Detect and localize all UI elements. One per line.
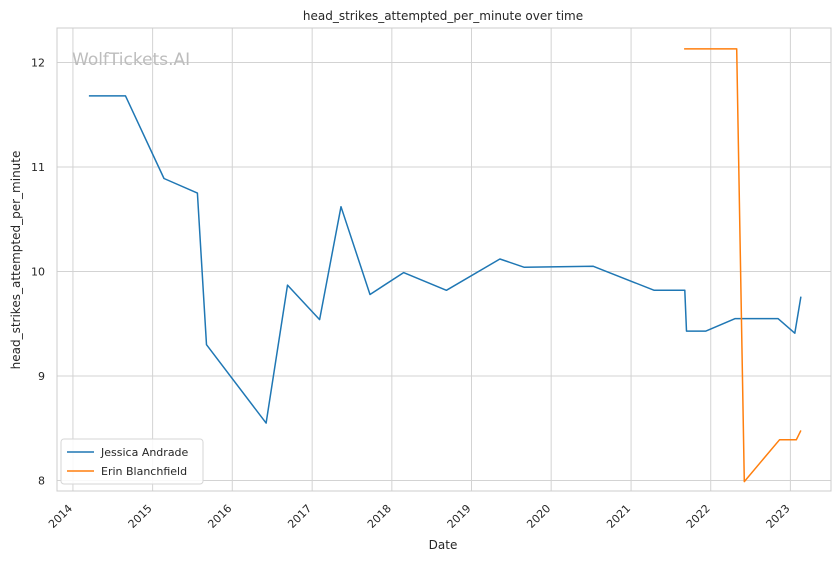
x-axis-label: Date — [429, 538, 458, 552]
y-tick-label: 11 — [31, 161, 45, 174]
legend: Jessica Andrade Erin Blanchfield — [60, 438, 204, 485]
series-lines — [88, 48, 802, 483]
plot-frame — [56, 27, 832, 492]
y-tick-labels: 8 9 10 11 12 — [31, 56, 45, 487]
plot-area — [57, 28, 831, 491]
watermark: WolfTickets.AI — [72, 50, 190, 70]
y-tick-label: 12 — [31, 56, 45, 69]
grid-lines — [57, 28, 831, 491]
y-axis-label: head_strikes_attempted_per_minute — [9, 151, 23, 370]
legend-label-jessica-andrade: Jessica Andrade — [100, 446, 189, 459]
chart-title: head_strikes_attempted_per_minute over t… — [303, 9, 583, 23]
legend-box — [60, 438, 204, 485]
series-line-erin-blanchfield — [684, 48, 802, 483]
series-line-jessica-andrade — [88, 95, 802, 424]
y-tick-label: 9 — [38, 370, 45, 383]
y-tick-label: 8 — [38, 475, 45, 488]
y-tick-label: 10 — [31, 266, 45, 279]
legend-label-erin-blanchfield: Erin Blanchfield — [101, 465, 187, 478]
